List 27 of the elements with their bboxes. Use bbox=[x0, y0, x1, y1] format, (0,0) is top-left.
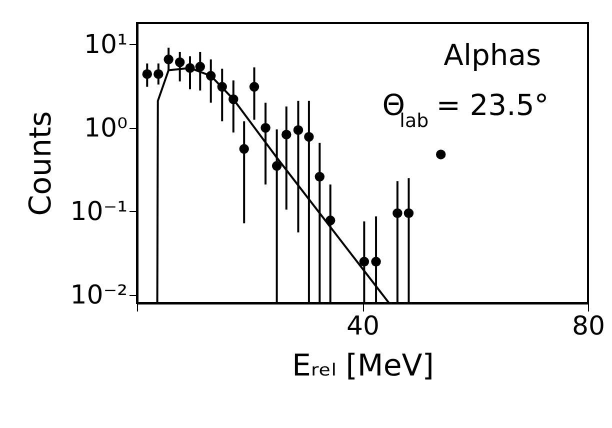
y-tick-label: 10⁻¹ bbox=[70, 196, 128, 227]
point bbox=[304, 132, 314, 142]
point bbox=[239, 144, 249, 154]
point bbox=[371, 256, 381, 267]
point bbox=[392, 208, 402, 218]
point bbox=[293, 125, 304, 135]
point bbox=[359, 256, 370, 267]
point bbox=[164, 54, 174, 64]
y-axis-title: Counts bbox=[23, 111, 58, 216]
point bbox=[282, 130, 292, 140]
point bbox=[249, 82, 260, 92]
point bbox=[260, 122, 270, 133]
point bbox=[195, 62, 206, 72]
point bbox=[314, 172, 325, 182]
point bbox=[436, 150, 446, 160]
y-tick-label: 10⁰ bbox=[84, 113, 128, 144]
point bbox=[142, 69, 152, 79]
y-tick-label: 10¹ bbox=[84, 30, 128, 60]
annotation: Alphas bbox=[444, 38, 542, 72]
point bbox=[272, 161, 282, 171]
x-axis-title: Eᵣₑₗ [MeV] bbox=[292, 348, 434, 384]
y-tick-label: 10⁻² bbox=[70, 280, 128, 310]
point bbox=[404, 208, 414, 218]
point bbox=[174, 57, 185, 68]
x-tick-label: 80 bbox=[572, 312, 606, 342]
point bbox=[154, 69, 164, 79]
x-tick-label: 40 bbox=[346, 312, 380, 342]
